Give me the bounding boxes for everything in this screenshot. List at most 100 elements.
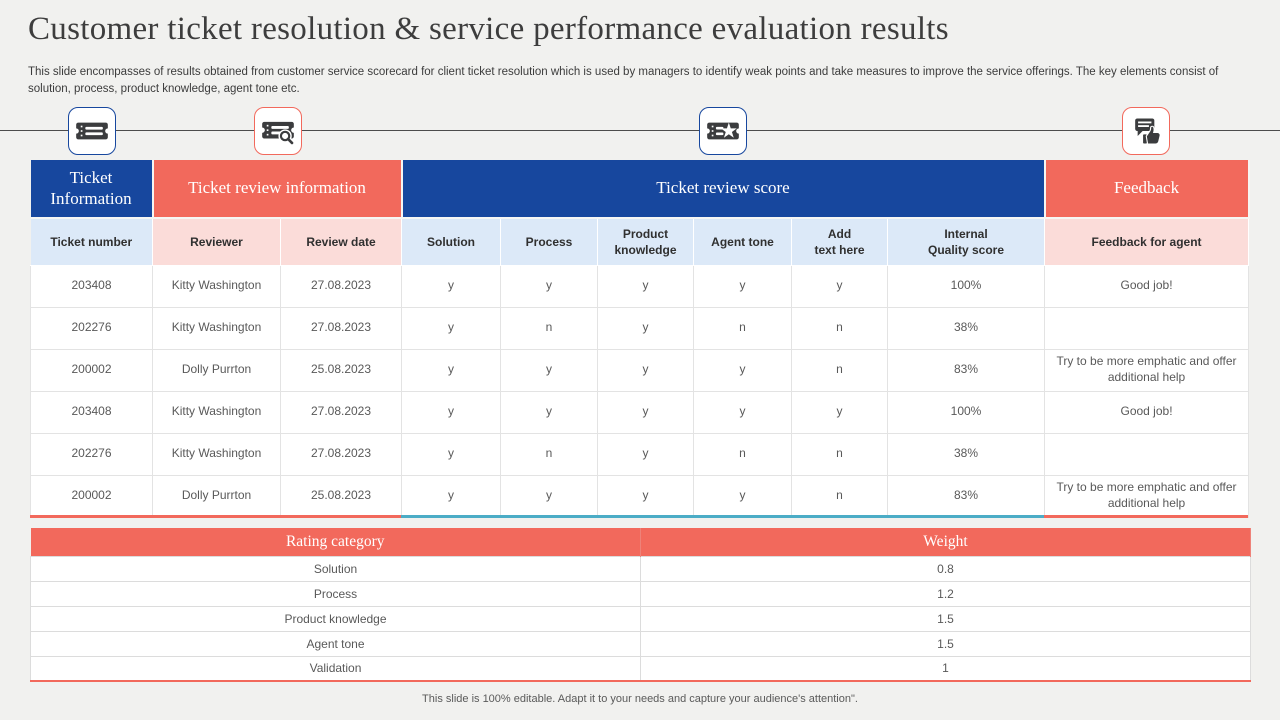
group-header-ticket-review-information: Ticket review information: [152, 160, 403, 219]
footer-note: This slide is 100% editable. Adapt it to…: [422, 693, 858, 705]
table-cell: Validation: [30, 655, 641, 682]
table-cell: 100%: [886, 264, 1046, 308]
group-header-feedback: Feedback: [1044, 160, 1250, 219]
table-cell: Kitty Washington: [152, 432, 281, 476]
table-row: 202276 Kitty Washington 27.08.2023 y n y…: [30, 432, 1250, 476]
table-cell: y: [500, 264, 598, 308]
feedback-icon-box: [1122, 107, 1170, 155]
table-cell: n: [693, 306, 792, 350]
table-cell: y: [597, 474, 694, 518]
table-cell: n: [500, 432, 598, 476]
ticket-review-table: Ticket Information Ticket review informa…: [30, 160, 1250, 518]
table-cell: y: [500, 474, 598, 518]
table-cell: 27.08.2023: [280, 390, 402, 434]
col-header-process: Process: [500, 218, 598, 266]
table-cell: y: [597, 348, 694, 392]
table-cell: y: [597, 390, 694, 434]
page-title: Customer ticket resolution & service per…: [28, 11, 949, 47]
table-cell: Product knowledge: [30, 605, 641, 632]
table-cell: Dolly Purrton: [152, 348, 281, 392]
table-cell: y: [500, 348, 598, 392]
table-cell: y: [401, 264, 501, 308]
table-cell: 200002: [30, 348, 153, 392]
table-cell: 27.08.2023: [280, 264, 402, 308]
table-cell: y: [791, 264, 888, 308]
table-cell: y: [597, 306, 694, 350]
table-cell: n: [791, 474, 888, 518]
col-header-review-date: Review date: [280, 218, 402, 266]
table-cell: 38%: [886, 306, 1046, 350]
table-cell: y: [693, 264, 792, 308]
table-cell: y: [693, 474, 792, 518]
table-cell: 1.5: [640, 630, 1251, 657]
ticket-info-icon-box: [68, 107, 116, 155]
table-cell: 202276: [30, 306, 153, 350]
table-cell: n: [693, 432, 792, 476]
table-cell: 202276: [30, 432, 153, 476]
table-row: Agent tone 1.5: [30, 630, 1251, 657]
accent-strip-salmon: [1044, 515, 1248, 518]
table-cell: n: [791, 306, 888, 350]
table-cell: n: [500, 306, 598, 350]
table-cell: 27.08.2023: [280, 306, 402, 350]
table-cell: y: [401, 432, 501, 476]
table-cell: Try to be more emphatic and offer additi…: [1044, 474, 1250, 518]
table-cell: 0.8: [640, 555, 1251, 582]
table-cell: y: [597, 432, 694, 476]
table-cell: Try to be more emphatic and offer additi…: [1044, 348, 1250, 392]
table-cell: 1.5: [640, 605, 1251, 632]
col-header-ticket-number: Ticket number: [30, 218, 153, 266]
feedback-thumbs-up-icon: [1135, 118, 1161, 145]
table-cell: Kitty Washington: [152, 264, 281, 308]
col-header-product-knowledge: Product knowledge: [597, 218, 694, 266]
col-header-rating-category: Rating category: [30, 528, 641, 556]
table-cell: y: [401, 474, 501, 518]
col-header-weight: Weight: [640, 528, 1251, 556]
table-cell: Kitty Washington: [152, 390, 281, 434]
table-cell: Solution: [30, 555, 641, 582]
table-cell: 203408: [30, 264, 153, 308]
table-cell: Good job!: [1044, 390, 1250, 434]
table-row: 203408 Kitty Washington 27.08.2023 y y y…: [30, 390, 1250, 434]
col-header-agent-tone: Agent tone: [693, 218, 792, 266]
col-header-add-text-here: Add text here: [791, 218, 888, 266]
table-row: 203408 Kitty Washington 27.08.2023 y y y…: [30, 264, 1250, 308]
table-cell: n: [791, 432, 888, 476]
table-cell: Agent tone: [30, 630, 641, 657]
table-cell: 83%: [886, 474, 1046, 518]
accent-strip-teal: [401, 515, 1044, 518]
ticket-star-icon: [704, 122, 742, 140]
accent-strip-salmon: [30, 515, 401, 518]
ticket-icon: [73, 122, 111, 140]
ticket-review-icon-box: [254, 107, 302, 155]
column-header-row: Ticket number Reviewer Review date Solut…: [30, 218, 1250, 266]
table-cell: 25.08.2023: [280, 348, 402, 392]
table-cell: 83%: [886, 348, 1046, 392]
table-row: 200002 Dolly Purrton 25.08.2023 y y y y …: [30, 474, 1250, 518]
ticket-score-icon-box: [699, 107, 747, 155]
table-cell: 203408: [30, 390, 153, 434]
table-cell: Kitty Washington: [152, 306, 281, 350]
weight-header-row: Rating category Weight: [30, 528, 1251, 556]
table-cell: y: [693, 348, 792, 392]
table-cell: y: [500, 390, 598, 434]
table-cell: Process: [30, 580, 641, 607]
table-cell: 1.2: [640, 580, 1251, 607]
col-header-reviewer: Reviewer: [152, 218, 281, 266]
table-cell: [1044, 432, 1250, 476]
table-cell: n: [791, 348, 888, 392]
table-cell: 25.08.2023: [280, 474, 402, 518]
rating-weight-table: Rating category Weight Solution 0.8 Proc…: [30, 528, 1251, 682]
table-cell: 100%: [886, 390, 1046, 434]
table-cell: Dolly Purrton: [152, 474, 281, 518]
table-bottom-accent-strips: [30, 515, 1248, 518]
slide-subtitle: This slide encompasses of results obtain…: [28, 66, 1219, 95]
col-header-internal-quality-score: Internal Quality score: [887, 218, 1046, 266]
col-header-feedback-for-agent: Feedback for agent: [1044, 218, 1250, 266]
table-cell: 200002: [30, 474, 153, 518]
table-row: 202276 Kitty Washington 27.08.2023 y n y…: [30, 306, 1250, 350]
table-row: 200002 Dolly Purrton 25.08.2023 y y y y …: [30, 348, 1250, 392]
group-header-ticket-review-score: Ticket review score: [401, 160, 1046, 219]
table-row: Process 1.2: [30, 580, 1251, 607]
table-cell: 27.08.2023: [280, 432, 402, 476]
